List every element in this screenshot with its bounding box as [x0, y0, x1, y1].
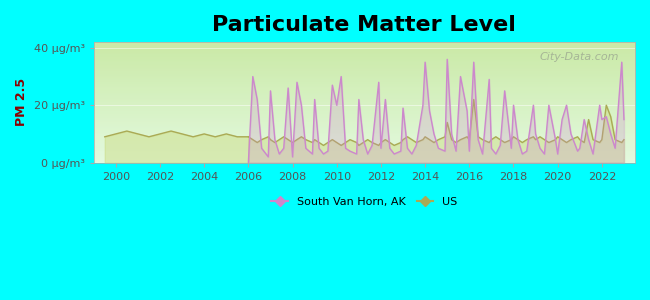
Legend: South Van Horn, AK, US: South Van Horn, AK, US [266, 192, 462, 211]
Title: Particulate Matter Level: Particulate Matter Level [213, 15, 516, 35]
Y-axis label: PM 2.5: PM 2.5 [15, 78, 28, 126]
Text: City-Data.com: City-Data.com [540, 52, 619, 62]
